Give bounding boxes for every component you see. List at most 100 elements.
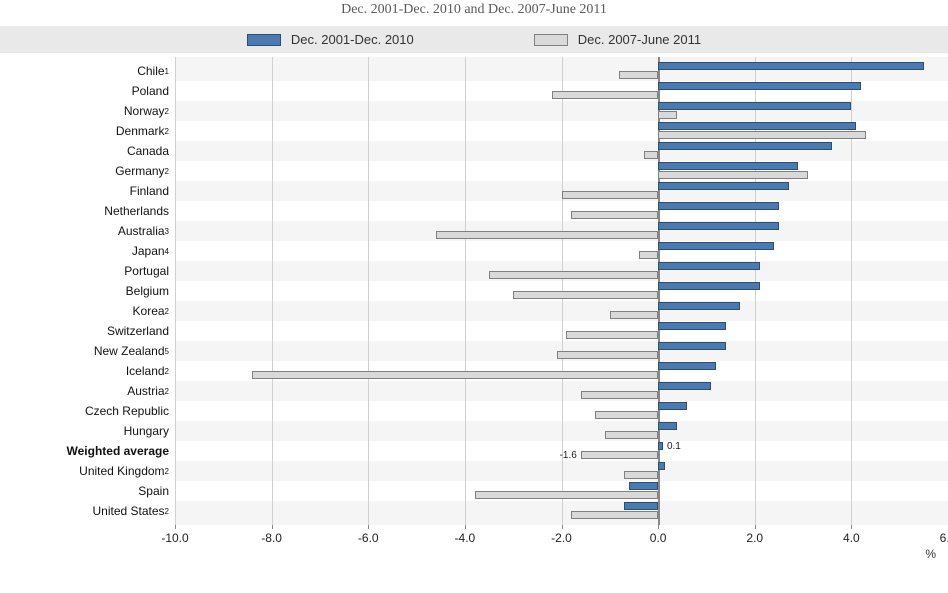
bar-value-label: 0.1 bbox=[667, 441, 681, 452]
bar-series-1 bbox=[566, 331, 658, 339]
bar-series-1 bbox=[552, 91, 658, 99]
bar-series-0 bbox=[658, 142, 832, 150]
x-axis: % -10.0-8.0-6.0-4.0-2.00.02.04.06.0 bbox=[175, 525, 948, 563]
y-axis-label: Chile1 bbox=[137, 61, 169, 81]
y-axis-label: Belgium bbox=[126, 281, 169, 301]
legend-swatch-0 bbox=[247, 34, 281, 46]
chart-title: Dec. 2001-Dec. 2010 and Dec. 2007-June 2… bbox=[0, 0, 948, 26]
bar-row bbox=[175, 501, 948, 521]
y-axis-label: Finland bbox=[130, 181, 169, 201]
y-axis-label: New Zealand5 bbox=[94, 341, 169, 361]
bar-series-1 bbox=[489, 271, 658, 279]
bar-row bbox=[175, 301, 948, 321]
x-tick-line bbox=[272, 525, 273, 529]
bar-series-1 bbox=[658, 171, 808, 179]
y-axis-label: Denmark2 bbox=[116, 121, 169, 141]
bar-series-0 bbox=[658, 202, 779, 210]
bar-series-0 bbox=[658, 82, 861, 90]
y-axis-label: Netherlands bbox=[104, 201, 169, 221]
bar-series-1 bbox=[581, 451, 658, 459]
bar-row bbox=[175, 81, 948, 101]
y-axis-label: Hungary bbox=[124, 421, 169, 441]
x-tick-line bbox=[658, 525, 659, 529]
bar-series-0 bbox=[658, 462, 665, 470]
bar-series-0 bbox=[658, 402, 687, 410]
bar-row bbox=[175, 361, 948, 381]
bar-value-label: -1.6 bbox=[560, 450, 577, 461]
bar-series-1 bbox=[605, 431, 658, 439]
bar-series-0 bbox=[658, 62, 924, 70]
legend: Dec. 2001-Dec. 2010 Dec. 2007-June 2011 bbox=[0, 26, 948, 53]
legend-swatch-1 bbox=[534, 34, 568, 46]
bar-series-0 bbox=[658, 122, 856, 130]
y-axis-label: United Kingdom2 bbox=[79, 461, 169, 481]
x-tick-label: 0.0 bbox=[650, 531, 667, 545]
y-axis-label: Norway2 bbox=[124, 101, 169, 121]
bar-series-0 bbox=[658, 262, 759, 270]
bar-series-0 bbox=[658, 102, 851, 110]
bar-series-0 bbox=[658, 182, 788, 190]
y-axis-label: Japan4 bbox=[132, 241, 169, 261]
y-axis-label: Germany2 bbox=[115, 161, 169, 181]
bar-row bbox=[175, 61, 948, 81]
x-tick-line bbox=[465, 525, 466, 529]
x-tick-line bbox=[562, 525, 563, 529]
bar-row bbox=[175, 261, 948, 281]
bar-series-0 bbox=[658, 242, 774, 250]
y-axis-label: Switzerland bbox=[107, 321, 169, 341]
x-tick-label: 6.0 bbox=[940, 531, 948, 545]
chart: Chile1PolandNorway2Denmark2CanadaGermany… bbox=[0, 57, 948, 525]
x-tick-label: 4.0 bbox=[843, 531, 860, 545]
bar-series-1 bbox=[644, 151, 658, 159]
bar-row bbox=[175, 381, 948, 401]
bar-series-1 bbox=[639, 251, 658, 259]
bar-row bbox=[175, 481, 948, 501]
x-tick-line bbox=[368, 525, 369, 529]
y-axis-label: Spain bbox=[138, 481, 169, 501]
legend-label-0: Dec. 2001-Dec. 2010 bbox=[291, 32, 414, 47]
x-tick-label: -4.0 bbox=[455, 531, 476, 545]
bar-row bbox=[175, 341, 948, 361]
bar-series-1 bbox=[619, 71, 658, 79]
x-tick-line bbox=[755, 525, 756, 529]
bar-row bbox=[175, 101, 948, 121]
bar-row bbox=[175, 181, 948, 201]
bar-series-1 bbox=[562, 191, 659, 199]
bar-series-1 bbox=[557, 351, 658, 359]
bar-series-0 bbox=[658, 362, 716, 370]
bar-series-1 bbox=[658, 131, 866, 139]
y-axis-label: Austria2 bbox=[127, 381, 169, 401]
bar-series-1 bbox=[595, 411, 658, 419]
bar-series-1 bbox=[658, 111, 677, 119]
y-axis-label: Australia3 bbox=[118, 221, 169, 241]
x-tick-label: 2.0 bbox=[746, 531, 763, 545]
bar-row bbox=[175, 161, 948, 181]
bar-series-1 bbox=[571, 511, 658, 519]
y-axis-label: Korea2 bbox=[133, 301, 169, 321]
bar-series-1 bbox=[610, 311, 658, 319]
x-tick-line bbox=[175, 525, 176, 529]
bar-series-1 bbox=[581, 391, 658, 399]
bar-series-0 bbox=[624, 502, 658, 510]
bar-series-0 bbox=[658, 442, 663, 450]
bar-series-1 bbox=[624, 471, 658, 479]
y-axis-label: United States2 bbox=[93, 501, 170, 521]
y-axis-label: Iceland2 bbox=[126, 361, 169, 381]
bar-series-1 bbox=[571, 211, 658, 219]
bar-row bbox=[175, 401, 948, 421]
bar-series-0 bbox=[658, 162, 798, 170]
bar-row bbox=[175, 281, 948, 301]
legend-label-1: Dec. 2007-June 2011 bbox=[578, 32, 701, 47]
legend-item-0: Dec. 2001-Dec. 2010 bbox=[247, 32, 414, 47]
x-tick-label: -2.0 bbox=[551, 531, 572, 545]
bar-series-0 bbox=[658, 222, 779, 230]
bar-row bbox=[175, 121, 948, 141]
x-tick-label: -8.0 bbox=[261, 531, 282, 545]
x-tick-label: -10.0 bbox=[161, 531, 188, 545]
bar-row bbox=[175, 241, 948, 261]
bar-series-0 bbox=[658, 382, 711, 390]
bar-row bbox=[175, 201, 948, 221]
legend-item-1: Dec. 2007-June 2011 bbox=[534, 32, 701, 47]
bar-series-1 bbox=[436, 231, 658, 239]
bar-row bbox=[175, 221, 948, 241]
